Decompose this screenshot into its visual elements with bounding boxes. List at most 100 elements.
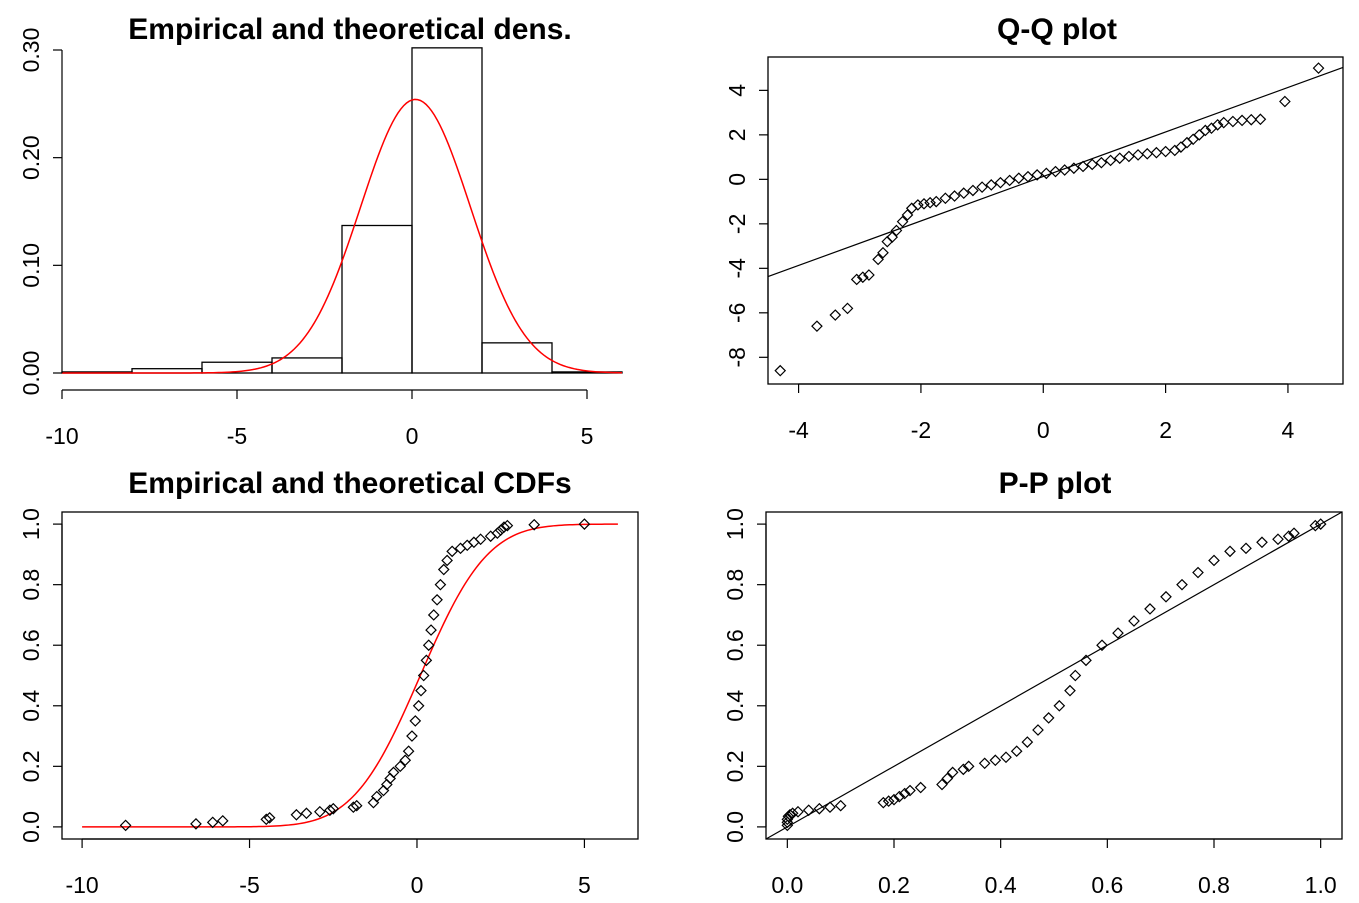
x-tick-label: 4: [1282, 417, 1295, 443]
data-point: [1272, 533, 1284, 546]
data-point: [1010, 745, 1023, 758]
x-tick-label: 5: [578, 872, 591, 898]
data-point: [976, 181, 988, 193]
data-point: [1312, 62, 1325, 74]
cdf-plot: -10 -5 0 5 0.0 0.2 0.4 0.6 0.8 1.0: [18, 508, 618, 898]
qq-frame: [767, 56, 1344, 385]
data-point: [1003, 174, 1016, 187]
y-tick-label: 0.8: [722, 569, 748, 601]
y-tick-label: 0.10: [18, 243, 44, 288]
data-point: [1176, 578, 1188, 591]
y-tick-label: 1.0: [18, 508, 44, 540]
data-point: [1064, 684, 1076, 697]
data-point: [1022, 170, 1034, 183]
data-point: [327, 802, 340, 815]
data-point: [863, 269, 875, 281]
data-point: [206, 816, 219, 829]
data-point: [1144, 603, 1156, 615]
data-point: [784, 808, 796, 821]
data-point: [893, 790, 906, 803]
data-point: [877, 796, 890, 809]
x-tick-label: 1.0: [1305, 872, 1337, 898]
data-point: [850, 273, 863, 286]
data-point: [1309, 519, 1322, 532]
data-point: [1181, 136, 1193, 149]
histogram-bar: [411, 47, 483, 374]
data-point: [786, 807, 799, 820]
data-point: [924, 196, 936, 209]
data-point: [1032, 724, 1044, 736]
data-point: [1199, 124, 1212, 137]
data-point: [1159, 145, 1172, 158]
data-point: [1049, 165, 1062, 178]
y-tick-label: 0.6: [18, 629, 44, 661]
data-point: [1058, 164, 1071, 176]
data-point: [1256, 536, 1268, 549]
data-point: [1314, 518, 1327, 530]
y-tick-label: 0.00: [18, 351, 44, 396]
qq-panel: Q-Q plot -4 -2 0 2 4 -8 -6 -4 -2 0 2 4: [724, 13, 1344, 443]
y-tick-label: 0: [724, 173, 750, 186]
data-point: [948, 190, 961, 202]
data-point: [422, 639, 435, 652]
data-point: [1282, 530, 1295, 543]
y-tick-label: 0.4: [722, 690, 748, 722]
data-point: [905, 202, 918, 215]
y-tick-label: 0.6: [722, 629, 748, 661]
y-tick-label: 0.2: [18, 750, 44, 782]
data-point: [119, 819, 132, 832]
x-tick-label: 0.8: [1198, 872, 1230, 898]
data-point: [420, 654, 433, 667]
y-tick-label: 0.20: [18, 135, 44, 180]
data-point: [437, 563, 450, 576]
density-title: Empirical and theoretical dens.: [128, 13, 571, 46]
data-point: [1012, 172, 1025, 185]
data-point: [1288, 527, 1300, 540]
y-tick-label: -6: [724, 303, 750, 323]
data-point: [1279, 95, 1291, 108]
data-point: [978, 757, 991, 770]
cdf-panel: Empirical and theoretical CDFs -10 -5 0 5 0.…: [18, 467, 639, 898]
reference-line: [767, 66, 1344, 278]
y-tick-label: 0.2: [722, 750, 748, 782]
data-point: [370, 790, 383, 803]
data-point: [441, 554, 453, 567]
data-point: [904, 784, 916, 797]
data-point: [1069, 669, 1082, 682]
data-point: [1068, 162, 1080, 175]
data-point: [409, 715, 422, 727]
data-point: [872, 253, 884, 266]
y-tick-label: 0.30: [18, 28, 44, 73]
data-point: [1031, 169, 1043, 181]
data-point: [1187, 133, 1199, 146]
reference-line: [765, 511, 1343, 840]
data-point: [957, 763, 970, 776]
data-point: [1132, 149, 1144, 161]
data-point: [1192, 566, 1204, 579]
data-point: [985, 179, 998, 191]
data-point: [802, 804, 815, 817]
data-point: [1096, 639, 1108, 652]
data-point: [427, 609, 440, 621]
x-tick-label: 0: [406, 423, 419, 449]
x-tick-label: 0: [411, 872, 424, 898]
data-point: [484, 530, 497, 543]
data-point: [399, 754, 412, 767]
data-point: [918, 197, 930, 210]
x-tick-label: 0.6: [1091, 872, 1123, 898]
cdf-title: Empirical and theoretical CDFs: [128, 467, 571, 500]
data-point: [1113, 152, 1126, 165]
data-point: [967, 184, 979, 197]
pp-panel: P-P plot 0.0 0.2 0.4 0.6 0.8 1.00.00.20.40.60…: [722, 467, 1343, 898]
data-point: [425, 624, 437, 636]
qq-plot: -4 -2 0 2 4 -8 -6 -4 -2 0 2 4: [724, 62, 1344, 443]
data-point: [402, 745, 415, 758]
data-point: [384, 772, 397, 785]
data-point: [1160, 590, 1172, 603]
data-point: [387, 766, 400, 779]
data-point: [190, 818, 202, 830]
data-point: [216, 814, 229, 827]
data-point: [1208, 554, 1220, 567]
data-point: [813, 802, 826, 815]
